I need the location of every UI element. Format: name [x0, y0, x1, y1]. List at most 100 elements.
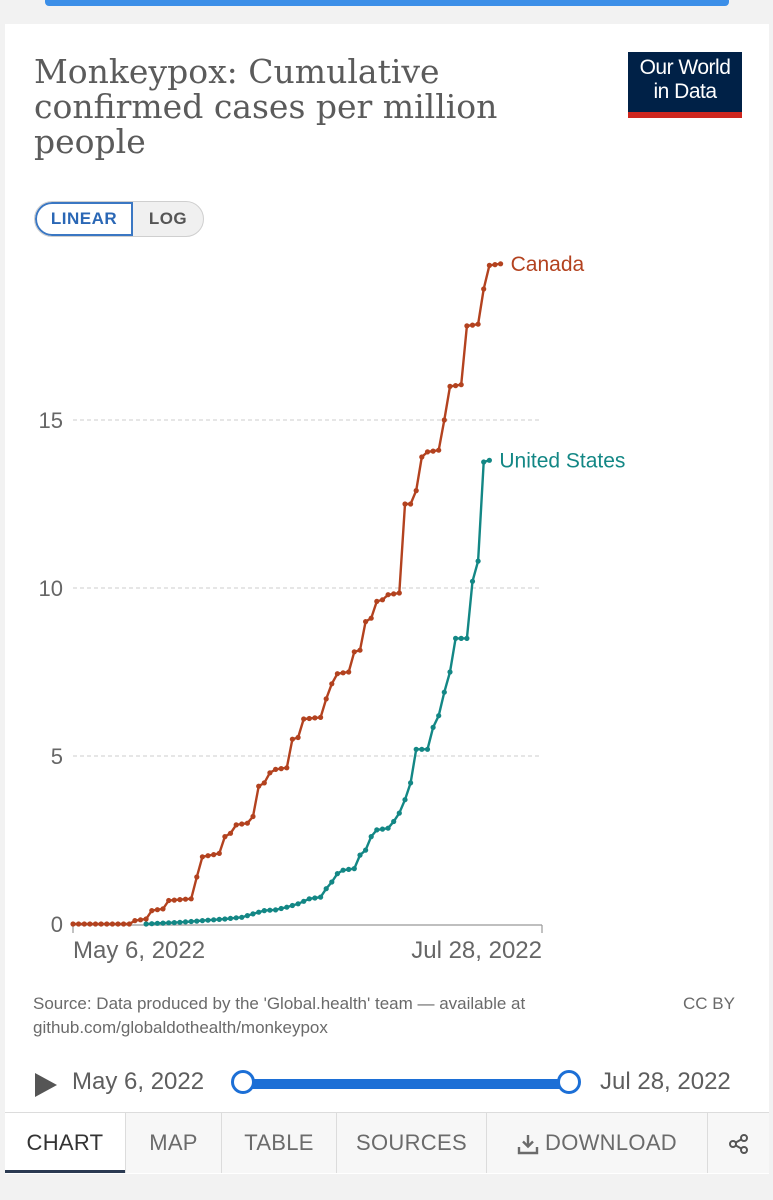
data-point-united-states: [278, 905, 284, 912]
series-label-united-states: United States: [499, 449, 625, 472]
data-point-canada: [492, 262, 498, 268]
top-progress-bar: [45, 0, 729, 6]
data-point-canada: [295, 734, 301, 741]
data-point-canada: [357, 647, 363, 653]
data-point-canada: [323, 696, 329, 702]
data-point-canada: [391, 591, 397, 597]
data-point-canada: [312, 715, 318, 721]
data-point-united-states: [295, 901, 301, 907]
data-point-canada: [194, 874, 200, 880]
data-point-canada: [498, 261, 504, 267]
tab-map[interactable]: MAP: [126, 1113, 222, 1173]
data-point-canada: [109, 921, 115, 927]
license-label[interactable]: CC BY: [683, 994, 735, 1013]
log-scale-button[interactable]: LOG: [148, 209, 188, 228]
data-point-canada: [115, 921, 121, 927]
source-note: Source: Data produced by the 'Global.hea…: [33, 994, 526, 1037]
logo-stripe: [628, 112, 742, 118]
data-point-canada: [70, 921, 76, 927]
data-point-united-states: [244, 913, 250, 919]
data-point-canada: [171, 897, 177, 903]
timeline-slider: May 6, 2022 Jul 28, 2022: [5, 1064, 769, 1104]
data-point-canada: [188, 896, 194, 902]
data-point-united-states: [340, 867, 346, 873]
linear-scale-button[interactable]: LINEAR: [35, 202, 133, 236]
data-point-canada: [87, 921, 93, 927]
data-point-canada: [160, 906, 166, 912]
data-point-canada: [306, 715, 312, 722]
line-chart: 0 5 10 15 May 6, 2022 Jul 28, 2022 Canada Unite…: [39, 254, 626, 964]
tab-table[interactable]: TABLE: [222, 1113, 337, 1173]
data-point-united-states: [413, 746, 419, 752]
chart-tabs: CHART MAP TABLE SOURCES DOWNLOAD: [5, 1112, 769, 1173]
data-point-united-states: [188, 918, 194, 925]
data-point-united-states: [357, 852, 363, 858]
data-point-canada: [126, 921, 132, 927]
owid-logo[interactable]: Our World in Data: [628, 52, 742, 118]
data-point-united-states: [363, 847, 369, 853]
data-point-canada: [464, 323, 470, 329]
data-point-united-states: [273, 907, 279, 913]
data-point-united-states: [312, 895, 318, 901]
data-point-canada: [419, 454, 425, 460]
data-point-united-states: [453, 635, 459, 641]
data-point-united-states: [160, 920, 166, 926]
play-icon[interactable]: [35, 1073, 57, 1097]
tab-sources[interactable]: SOURCES: [337, 1113, 487, 1173]
timeline-start-handle[interactable]: [231, 1070, 255, 1094]
data-point-canada: [227, 830, 234, 836]
data-point-united-states: [436, 713, 442, 719]
data-point-united-states: [447, 669, 453, 675]
data-point-canada: [216, 850, 222, 857]
data-point-united-states: [486, 457, 492, 463]
data-point-canada: [408, 501, 414, 507]
tab-download[interactable]: DOWNLOAD: [487, 1113, 708, 1173]
data-point-canada: [278, 766, 284, 772]
data-point-united-states: [233, 915, 239, 921]
data-point-canada: [137, 917, 144, 923]
data-point-united-states: [351, 866, 357, 872]
data-point-canada: [284, 765, 290, 771]
x-tick-label: May 6, 2022: [73, 937, 205, 964]
tab-download-label: DOWNLOAD: [545, 1130, 677, 1155]
data-point-united-states: [199, 918, 205, 924]
data-point-united-states: [306, 896, 312, 902]
data-point-united-states: [346, 866, 352, 873]
series-line-canada: [73, 262, 501, 926]
data-point-canada: [233, 822, 239, 828]
share-icon: [728, 1134, 748, 1155]
data-point-canada: [363, 619, 369, 625]
data-point-united-states: [396, 810, 402, 816]
data-point-united-states: [441, 689, 447, 695]
data-point-canada: [239, 821, 245, 827]
data-point-canada: [132, 918, 138, 924]
data-point-united-states: [284, 904, 290, 910]
data-point-canada: [211, 852, 217, 858]
data-point-canada: [334, 671, 340, 677]
logo-line-2: in Data: [653, 80, 717, 103]
data-point-canada: [430, 448, 436, 454]
timeline-track[interactable]: [243, 1079, 570, 1089]
chart-card: Monkeypox: Cumulative confirmed cases pe…: [5, 24, 769, 1174]
data-point-canada: [256, 783, 262, 789]
data-point-canada: [289, 736, 295, 742]
timeline-end-handle[interactable]: [557, 1070, 581, 1094]
data-point-canada: [374, 598, 380, 604]
tab-chart[interactable]: CHART: [5, 1113, 126, 1173]
series-label-canada: Canada: [511, 254, 585, 276]
tab-share[interactable]: [708, 1113, 769, 1173]
data-point-canada: [177, 897, 183, 903]
data-point-united-states: [334, 871, 340, 877]
data-point-united-states: [301, 898, 307, 904]
data-point-canada: [143, 916, 149, 922]
data-point-canada: [379, 597, 386, 603]
data-point-united-states: [419, 746, 425, 752]
data-point-canada: [205, 853, 211, 859]
data-point-canada: [385, 592, 391, 598]
data-point-united-states: [239, 914, 245, 920]
data-point-united-states: [458, 635, 464, 641]
data-point-canada: [222, 834, 228, 840]
data-point-canada: [481, 286, 487, 292]
data-point-united-states: [143, 921, 149, 927]
data-point-united-states: [430, 724, 436, 730]
